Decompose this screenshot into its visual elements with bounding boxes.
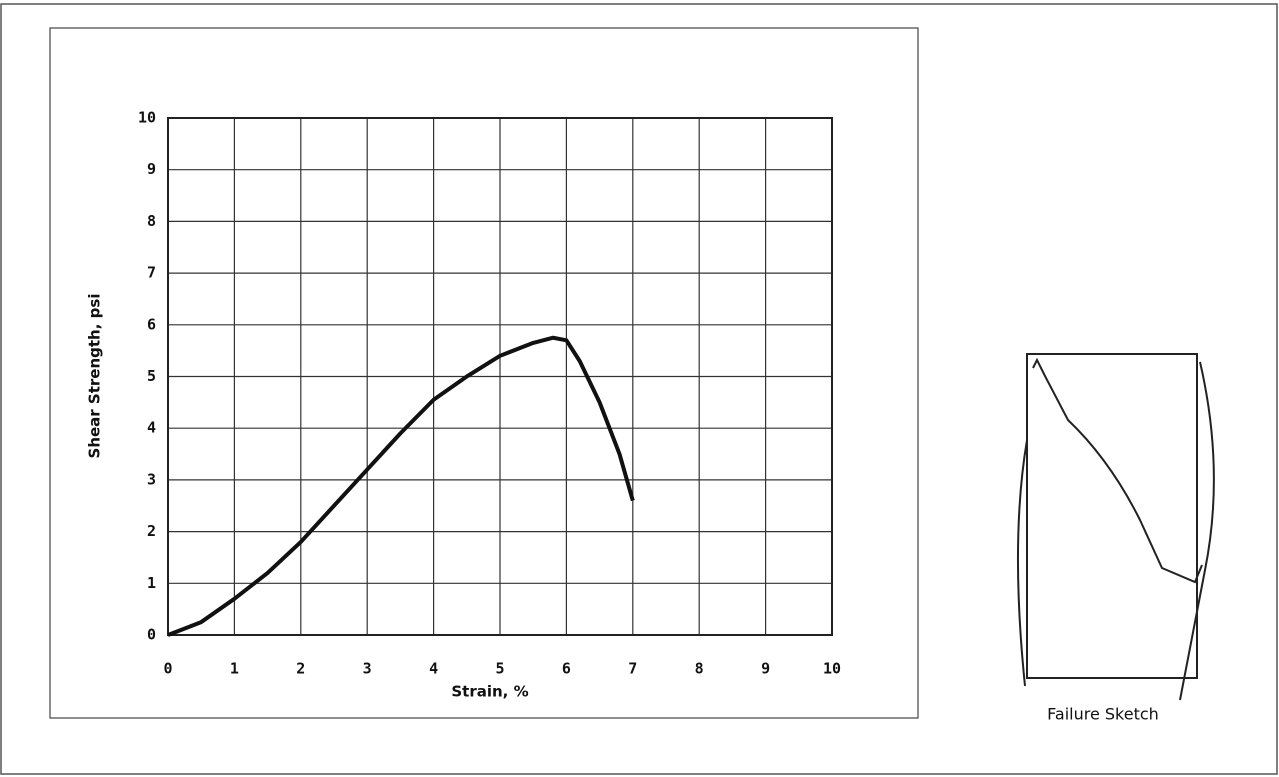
y-tick-label: 9 [147,160,156,178]
x-axis-label: Strain, % [451,683,528,701]
y-tick-label: 7 [147,264,156,282]
x-tick-label: 9 [761,660,770,678]
chart-frame [50,28,918,718]
y-tick-label: 4 [147,419,156,437]
x-tick-label: 0 [163,660,172,678]
x-tick-label: 3 [363,660,372,678]
sketch-label: Failure Sketch [1047,705,1159,724]
y-tick-label: 10 [138,109,156,127]
x-tick-label: 4 [429,660,438,678]
x-tick-label: 6 [562,660,571,678]
x-tick-label: 5 [495,660,504,678]
x-tick-label: 8 [695,660,704,678]
x-tick-label: 1 [230,660,239,678]
y-tick-label: 2 [147,522,156,540]
y-axis-label: Shear Strength, psi [86,294,104,459]
x-tick-label: 10 [823,660,841,678]
y-tick-label: 6 [147,315,156,333]
x-tick-label: 7 [628,660,637,678]
y-tick-label: 3 [147,470,156,488]
x-tick-label: 2 [296,660,305,678]
y-tick-label: 5 [147,367,156,385]
y-tick-label: 1 [147,574,156,592]
page: 0 1 2 3 4 5 6 7 8 9 10 0 1 2 3 4 5 6 7 8 9 10 Strain, % Shear… [0,0,1279,777]
y-tick-label: 0 [147,626,156,644]
y-tick-label: 8 [147,212,156,230]
